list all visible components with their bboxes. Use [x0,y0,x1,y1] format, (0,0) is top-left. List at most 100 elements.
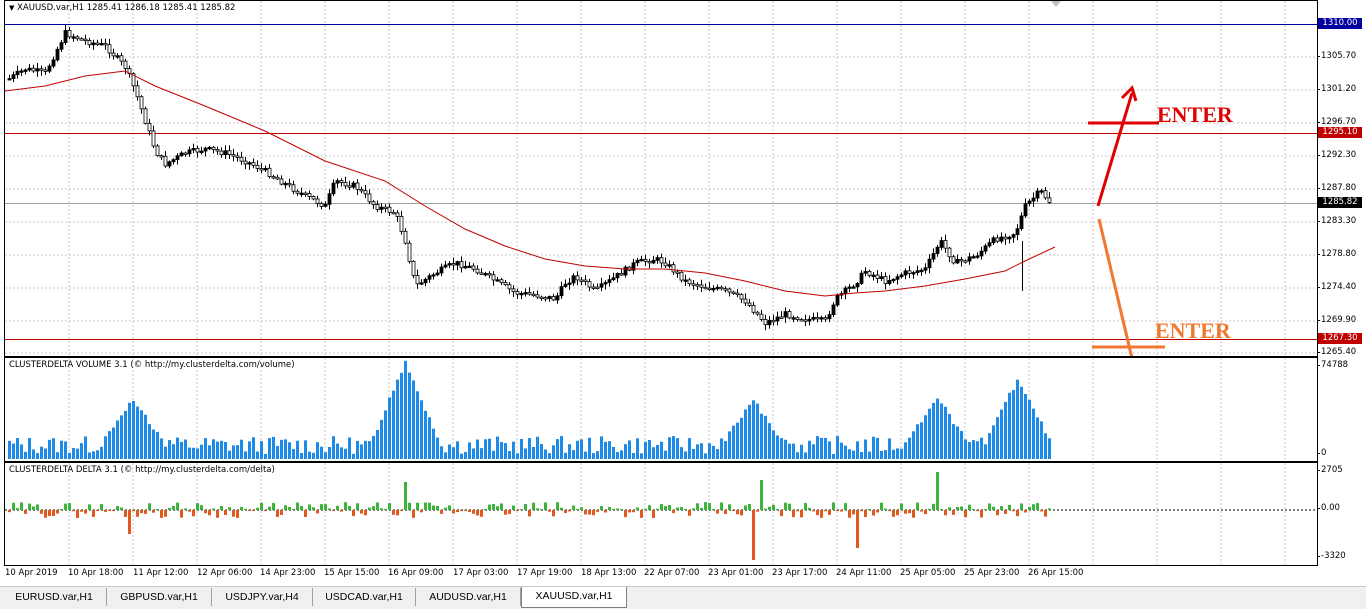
time-tick: 23 Apr 01:00 [708,568,764,578]
delta-bar-negative [124,510,127,517]
delta-bar-negative [192,510,195,517]
candle-body [91,42,96,46]
volume-bar [148,424,151,459]
tab-xauusd[interactable]: XAUUSD.var,H1 [521,587,627,608]
candle-body [171,159,176,163]
candle-body [483,273,488,276]
volume-bar [996,417,999,459]
delta-bar-negative [332,510,335,511]
candle-body [291,184,296,192]
delta-bar-negative [80,510,83,512]
candle-body [439,266,444,274]
volume-bar [1044,433,1047,459]
delta-bar-positive [308,504,311,510]
volume-bar [696,444,699,459]
delta-bar-negative [856,510,859,548]
candle-body [1035,190,1040,199]
delta-bar-positive [696,503,699,510]
volume-bar [624,444,627,459]
candle-body [271,176,276,179]
candle-body [659,257,664,264]
delta-bar-negative [44,510,47,518]
delta-bar-positive [328,508,331,510]
tab-usdcad[interactable]: USDCAD.var,H1 [313,588,416,606]
volume-bar [608,441,611,459]
volume-bar [920,422,923,459]
volume-bar [956,426,959,459]
volume-bar [200,444,203,459]
delta-bar-positive [28,503,31,510]
volume-bar [44,448,47,459]
volume-bar [724,441,727,459]
candle-body [887,280,892,284]
volume-bar [580,439,583,459]
candle-body [559,286,564,297]
candle-body [123,60,128,69]
volume-bar [952,424,955,459]
volume-bar [728,431,731,459]
candle-body [815,316,820,320]
volume-bar [536,436,539,459]
volume-bar [932,402,935,459]
price-tick: 1287.80 [1316,183,1357,193]
candle-body [227,150,232,155]
volume-max-tick: 74788 [1316,360,1349,370]
volume-bar [424,410,427,459]
price-chart-canvas[interactable] [5,1,1317,356]
scroll-marker-icon[interactable] [1051,1,1061,7]
candle-body [731,291,736,294]
candle-body [191,148,196,151]
candle-body [7,78,12,81]
volume-bar [732,425,735,459]
time-axis[interactable]: 10 Apr 2019 10 Apr 18:00 11 Apr 12:00 12… [4,565,1316,581]
tab-usdjpy[interactable]: USDJPY.var,H4 [212,588,313,606]
delta-bar-positive [60,509,63,510]
candle-body [695,284,700,287]
delta-bar-positive [900,503,903,510]
delta-bar-negative [672,510,675,514]
volume-bar [880,450,883,459]
tab-eurusd[interactable]: EURUSD.var,H1 [2,588,107,606]
delta-bar-negative [440,510,443,514]
candle-body [719,286,724,290]
volume-indicator-pane[interactable]: CLUSTERDELTA VOLUME 3.1 (© http://my.clu… [4,357,1318,462]
delta-bar-negative [872,510,875,516]
candle-body [539,296,544,299]
candle-body [943,240,948,249]
price-axis[interactable]: 1310.00 1305.70 1301.20 1296.70 1295.10 … [1316,0,1366,357]
delta-indicator-pane[interactable]: CLUSTERDELTA DELTA 3.1 (© http://my.clus… [4,462,1318,566]
candle-body [55,48,60,61]
volume-bar [396,379,399,459]
tab-audusd[interactable]: AUDUSD.var,H1 [416,588,521,606]
delta-bar-negative [472,510,475,514]
delta-bar-positive [320,504,323,510]
volume-bar [80,443,83,459]
delta-bar-positive [772,504,775,510]
volume-bar [784,439,787,459]
price-chart-pane[interactable]: ▼ XAUUSD.var,H1 1285.41 1286.18 1285.41 … [4,0,1318,357]
volume-bar [584,451,587,459]
delta-bar-negative [340,510,343,512]
candle-body [595,286,600,289]
volume-bar [48,439,51,459]
delta-bar-positive [284,505,287,510]
volume-bar [208,445,211,459]
volume-bar [616,452,619,459]
delta-bar-positive [88,504,91,510]
candle-body [819,317,824,320]
delta-bar-positive [268,506,271,510]
volume-bar [52,438,55,459]
volume-bar [332,436,335,459]
delta-axis: 2705 0.00 -3320 [1317,462,1366,565]
volume-bar [596,451,599,459]
tab-gbpusd[interactable]: GBPUSD.var,H1 [107,588,212,606]
volume-bar [256,451,259,459]
candle-body [103,43,108,46]
candle-body [239,156,244,162]
delta-bar-positive [1008,504,1011,510]
delta-bar-negative [128,510,131,534]
delta-bar-negative [56,510,59,514]
candle-body [863,271,868,274]
delta-bar-positive [168,507,171,510]
collapse-triangle-icon[interactable]: ▼ [9,4,15,12]
